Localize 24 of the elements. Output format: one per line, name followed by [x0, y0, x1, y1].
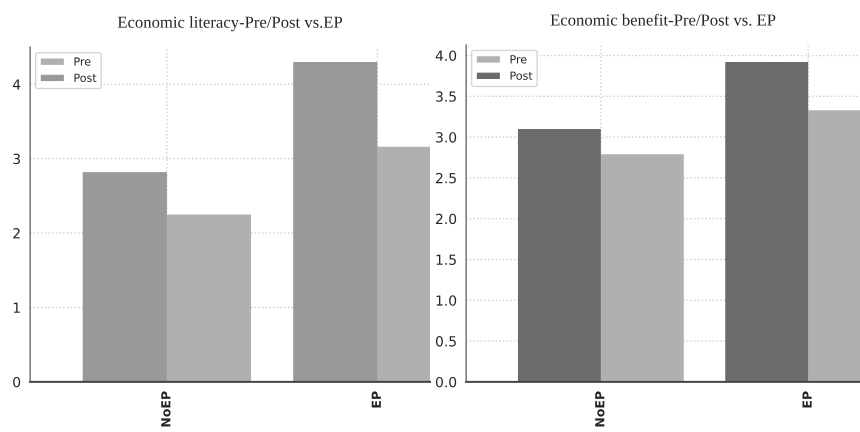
y-tick-label: 4: [12, 79, 20, 90]
y-tick-label: 2: [13, 228, 20, 238]
x-tick-label: EP: [372, 391, 381, 408]
y-tick-label: 0: [13, 376, 20, 388]
y-tick-label: 1.0: [436, 295, 456, 306]
y-tick-label: 4.0: [436, 50, 456, 62]
x-tick-label: EP: [802, 391, 812, 408]
y-tick-label: 2.5: [436, 172, 456, 184]
y-tick-label: 3: [13, 154, 20, 164]
y-tick-label: 2.0: [436, 214, 456, 224]
y-tick-label: 1: [14, 302, 20, 313]
chart-title: Economic benefit-Pre/Post vs. EP: [550, 14, 776, 26]
x-tick-label: NoEP: [595, 391, 604, 427]
legend-label: Post: [74, 74, 96, 82]
y-tick-label: 0.5: [436, 336, 456, 347]
legend-label: Pre: [510, 55, 527, 64]
chart-title: Economic literacy-Pre/Post vs.EP: [118, 16, 342, 32]
y-tick-label: 3.5: [436, 91, 456, 102]
legend-label: Pre: [74, 57, 90, 66]
x-tick-label: NoEP: [161, 391, 171, 427]
y-tick-label: 1.5: [436, 254, 456, 265]
y-tick-label: 0.0: [436, 376, 456, 388]
legend-label: Post: [510, 72, 532, 80]
y-tick-label: 3.0: [436, 132, 456, 143]
